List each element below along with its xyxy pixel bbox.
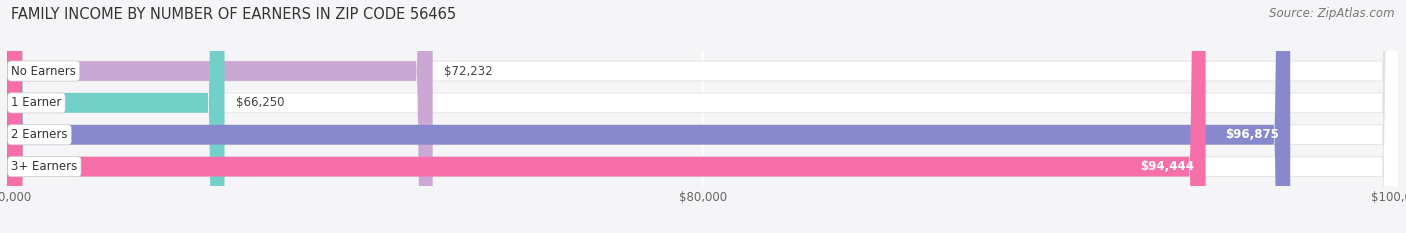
Text: Source: ZipAtlas.com: Source: ZipAtlas.com xyxy=(1270,7,1395,20)
FancyBboxPatch shape xyxy=(7,0,433,233)
Text: 1 Earner: 1 Earner xyxy=(11,96,62,110)
FancyBboxPatch shape xyxy=(7,0,1399,233)
Text: $66,250: $66,250 xyxy=(236,96,284,110)
Text: No Earners: No Earners xyxy=(11,65,76,78)
FancyBboxPatch shape xyxy=(7,0,1399,233)
Text: 3+ Earners: 3+ Earners xyxy=(11,160,77,173)
FancyBboxPatch shape xyxy=(7,0,1399,233)
Text: $72,232: $72,232 xyxy=(444,65,492,78)
FancyBboxPatch shape xyxy=(7,0,1291,233)
Text: $96,875: $96,875 xyxy=(1225,128,1279,141)
Text: FAMILY INCOME BY NUMBER OF EARNERS IN ZIP CODE 56465: FAMILY INCOME BY NUMBER OF EARNERS IN ZI… xyxy=(11,7,457,22)
FancyBboxPatch shape xyxy=(7,0,225,233)
Text: $94,444: $94,444 xyxy=(1140,160,1195,173)
FancyBboxPatch shape xyxy=(7,0,1205,233)
Text: 2 Earners: 2 Earners xyxy=(11,128,67,141)
FancyBboxPatch shape xyxy=(7,0,1399,233)
